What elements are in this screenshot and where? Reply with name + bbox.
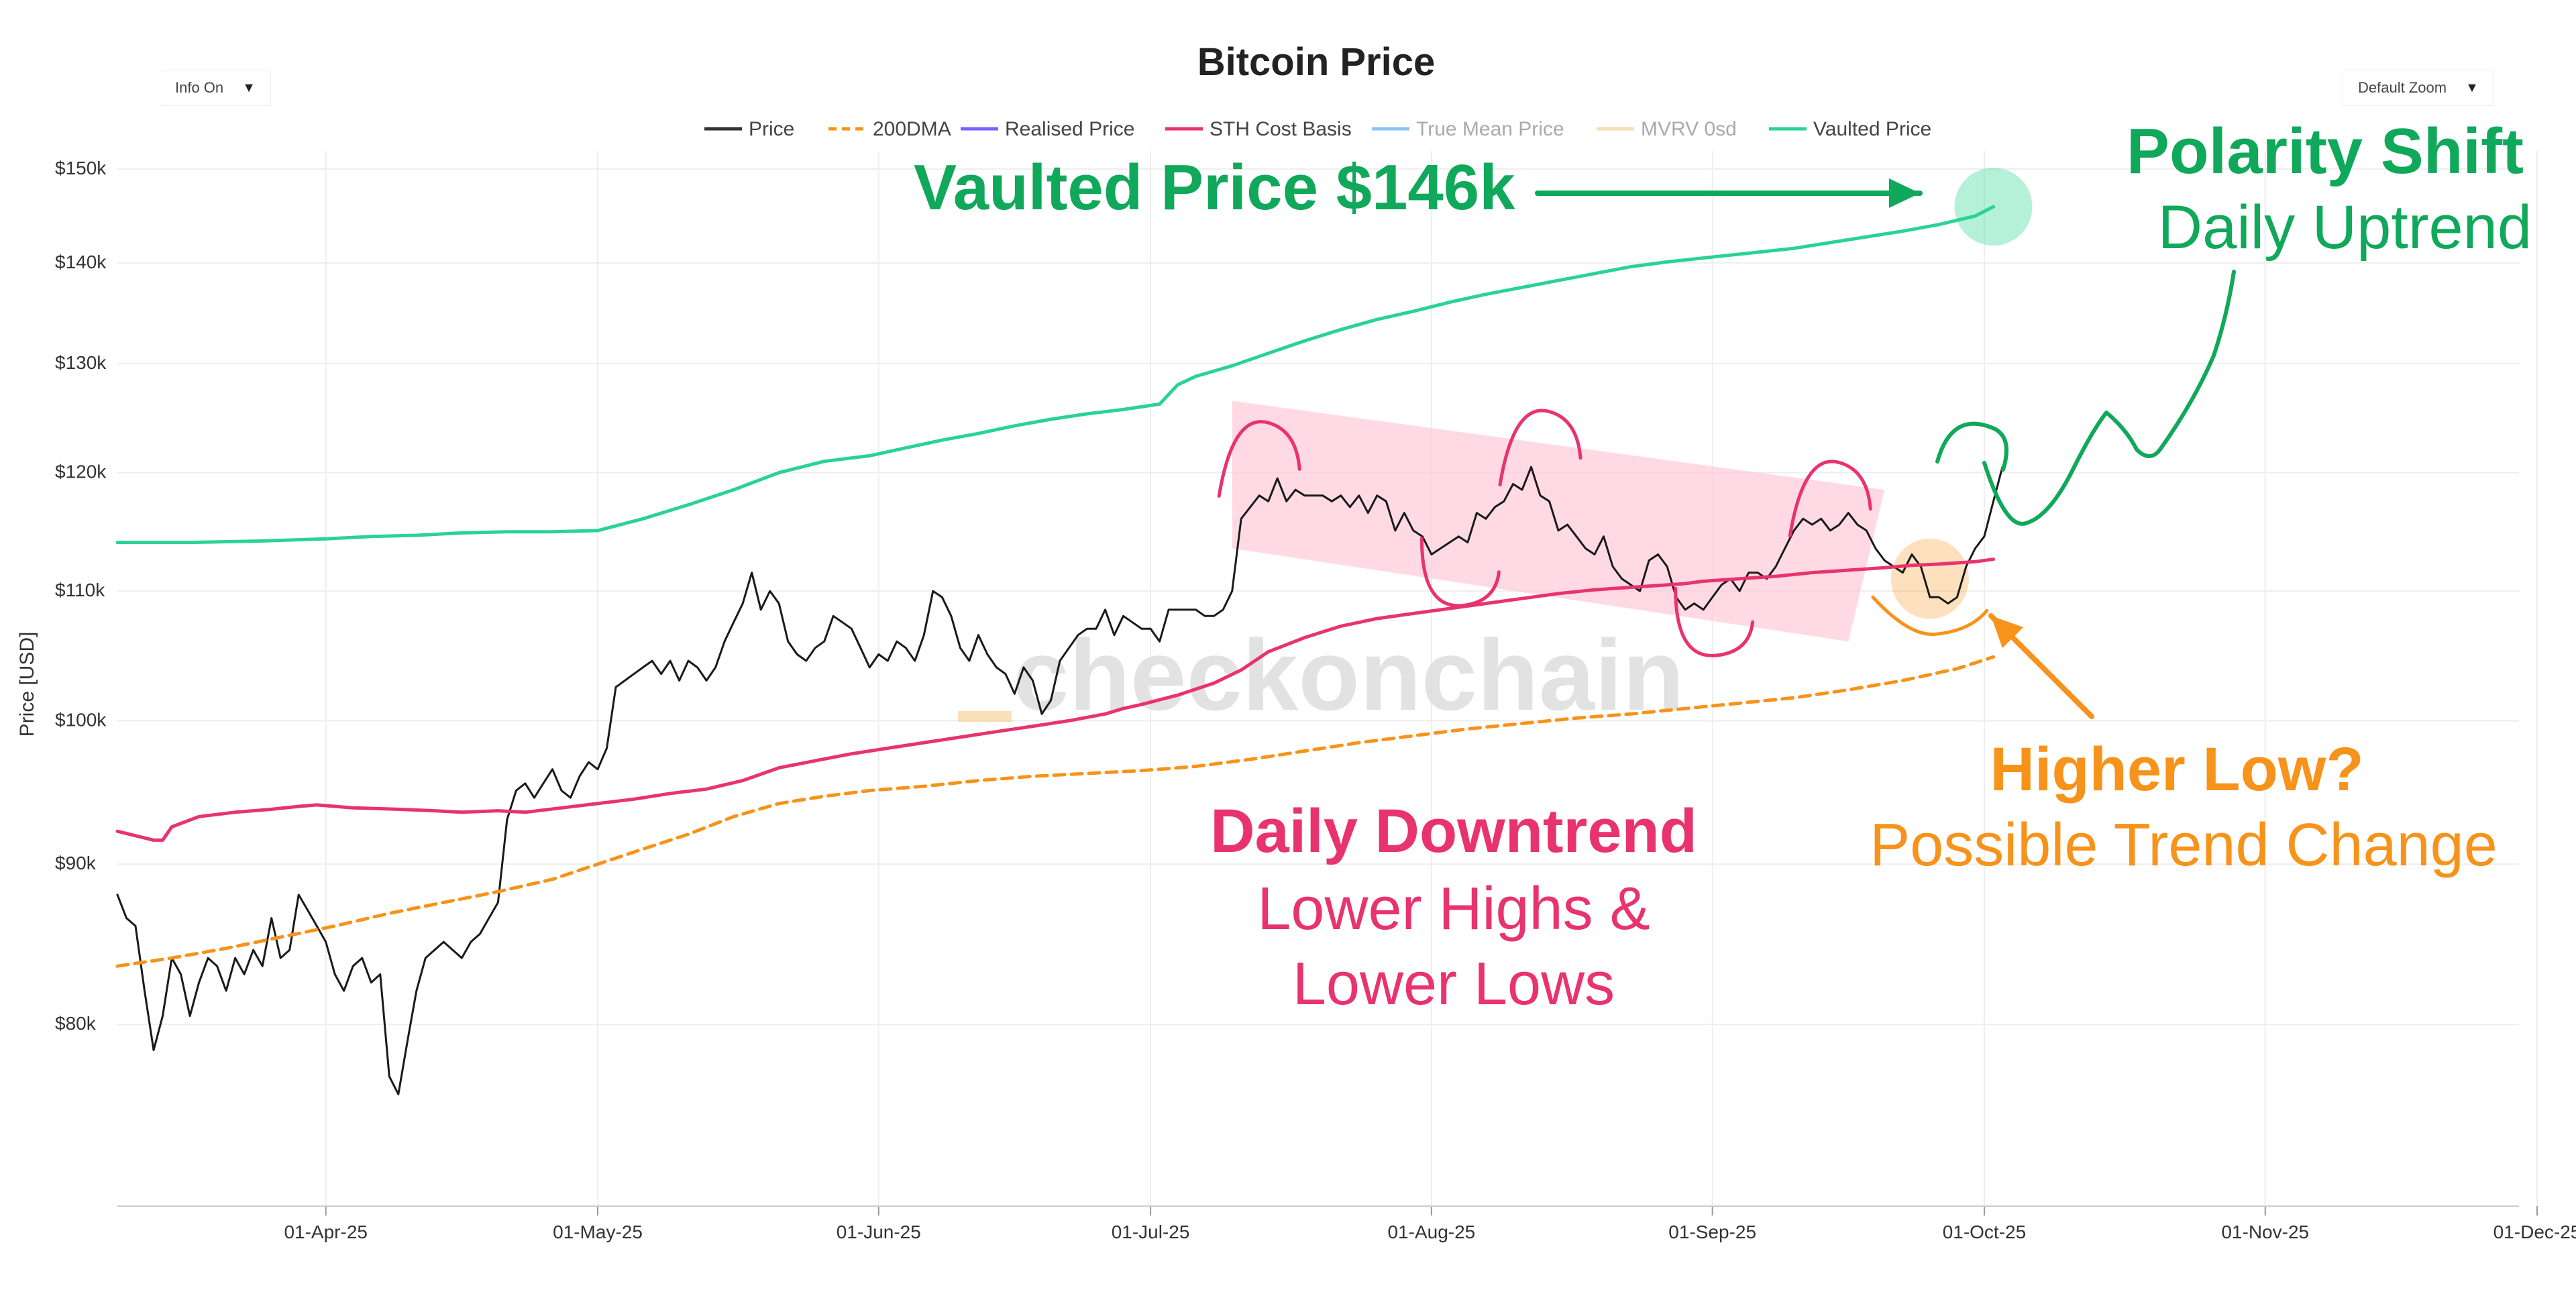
x-tick-label: 01-May-25 (553, 1222, 643, 1242)
polarity-shift-subtitle: Daily Uptrend (2158, 193, 2532, 262)
legend-label: Realised Price (1005, 118, 1134, 140)
downtrend-line1: Lower Highs & (1257, 875, 1650, 943)
chart-title: Bitcoin Price (1197, 40, 1436, 84)
polarity-shift-title: Polarity Shift (2127, 115, 2524, 187)
vaulted-price-arrow (1535, 178, 1923, 208)
x-tick-label: 01-Oct-25 (1943, 1222, 2027, 1242)
zoom-select[interactable]: Default Zoom ▼ (2343, 70, 2494, 106)
legend[interactable]: Price 200DMA Realised Price STH Cost Basis T… (704, 118, 1931, 140)
downtrend-line2: Lower Lows (1293, 951, 1615, 1018)
projected-uptrend-path (1935, 270, 2236, 526)
legend-label: MVRV 0sd (1641, 118, 1737, 140)
y-tick-label: $150k (55, 158, 107, 178)
series-line-200dma (115, 655, 1995, 968)
x-tick-label: 01-Dec-25 (2493, 1222, 2576, 1242)
zoom-select-label: Default Zoom (2358, 79, 2447, 96)
info-toggle[interactable]: Info On ▼ (160, 70, 271, 106)
chevron-down-icon: ▼ (2465, 80, 2479, 95)
legend-item-true-mean-price[interactable]: True Mean Price (1372, 118, 1564, 140)
x-tick-label: 01-Jul-25 (1112, 1222, 1190, 1242)
chevron-down-icon: ▼ (242, 80, 256, 95)
legend-label: 200DMA (873, 118, 951, 140)
x-tick-label: 01-Jun-25 (837, 1222, 921, 1242)
higher-low-arrow-head (1991, 616, 2024, 649)
legend-item-vaulted-price[interactable]: Vaulted Price (1769, 118, 1931, 140)
y-axis: $80k $90k $100k $110k $120k $130k $140k $150k (55, 158, 107, 1034)
series-line-price (116, 466, 2004, 1095)
higher-low-title: Higher Low? (1990, 735, 2363, 804)
higher-low-arrow (1988, 613, 2094, 719)
legend-item-200dma[interactable]: 200DMA (828, 118, 951, 140)
x-tick-label: 01-Sep-25 (1668, 1222, 1756, 1242)
info-toggle-label: Info On (175, 79, 224, 96)
series-line-sth-cost-basis (115, 557, 1995, 842)
legend-item-mvrv-0sd[interactable]: MVRV 0sd (1597, 118, 1737, 140)
lower-low-arc (1419, 537, 1501, 608)
y-axis-label: Price [USD] (16, 632, 38, 737)
higher-low-arc (1871, 595, 1989, 637)
series-line-vaulted-price (115, 205, 1995, 545)
y-tick-label: $120k (55, 462, 107, 482)
legend-label: True Mean Price (1416, 118, 1564, 140)
annotation-shapes (1232, 168, 2033, 642)
annotation-marks (1217, 178, 2236, 719)
higher-low-subtitle: Possible Trend Change (1870, 812, 2498, 879)
legend-item-realised-price[interactable]: Realised Price (961, 118, 1134, 140)
x-tick-label: 01-Nov-25 (2221, 1222, 2309, 1242)
higher-low-highlight (1890, 538, 1969, 619)
vaulted-price-label: Vaulted Price $146k (914, 152, 1515, 223)
lower-high-arc (1217, 420, 1301, 498)
x-axis: 01-Apr-25 01-May-25 01-Jun-25 01-Jul-25 01-A… (117, 1205, 2576, 1242)
legend-label: Price (749, 118, 794, 140)
y-tick-label: $110k (55, 580, 105, 600)
y-tick-label: $80k (55, 1013, 97, 1034)
y-tick-label: $90k (55, 853, 97, 873)
y-tick-label: $130k (55, 352, 107, 373)
lower-high-arc (1498, 409, 1582, 487)
legend-item-price[interactable]: Price (704, 118, 794, 140)
legend-item-sth-cost-basis[interactable]: STH Cost Basis (1165, 118, 1352, 140)
series-lines (115, 205, 2004, 1095)
downtrend-channel (1232, 400, 1885, 642)
legend-label: STH Cost Basis (1210, 118, 1352, 140)
watermark: checkonchain (1013, 618, 1684, 731)
lower-low-arc (1674, 586, 1755, 657)
legend-label: Vaulted Price (1813, 118, 1931, 140)
y-tick-label: $100k (55, 709, 107, 730)
lower-high-arc (1788, 460, 1872, 538)
y-tick-label: $140k (55, 252, 107, 272)
x-tick-label: 01-Aug-25 (1387, 1222, 1475, 1242)
downtrend-title: Daily Downtrend (1210, 797, 1697, 865)
vaulted-price-arrow-head (1889, 178, 1920, 208)
x-tick-label: 01-Apr-25 (284, 1222, 368, 1242)
watermark-underscore (958, 711, 1012, 722)
